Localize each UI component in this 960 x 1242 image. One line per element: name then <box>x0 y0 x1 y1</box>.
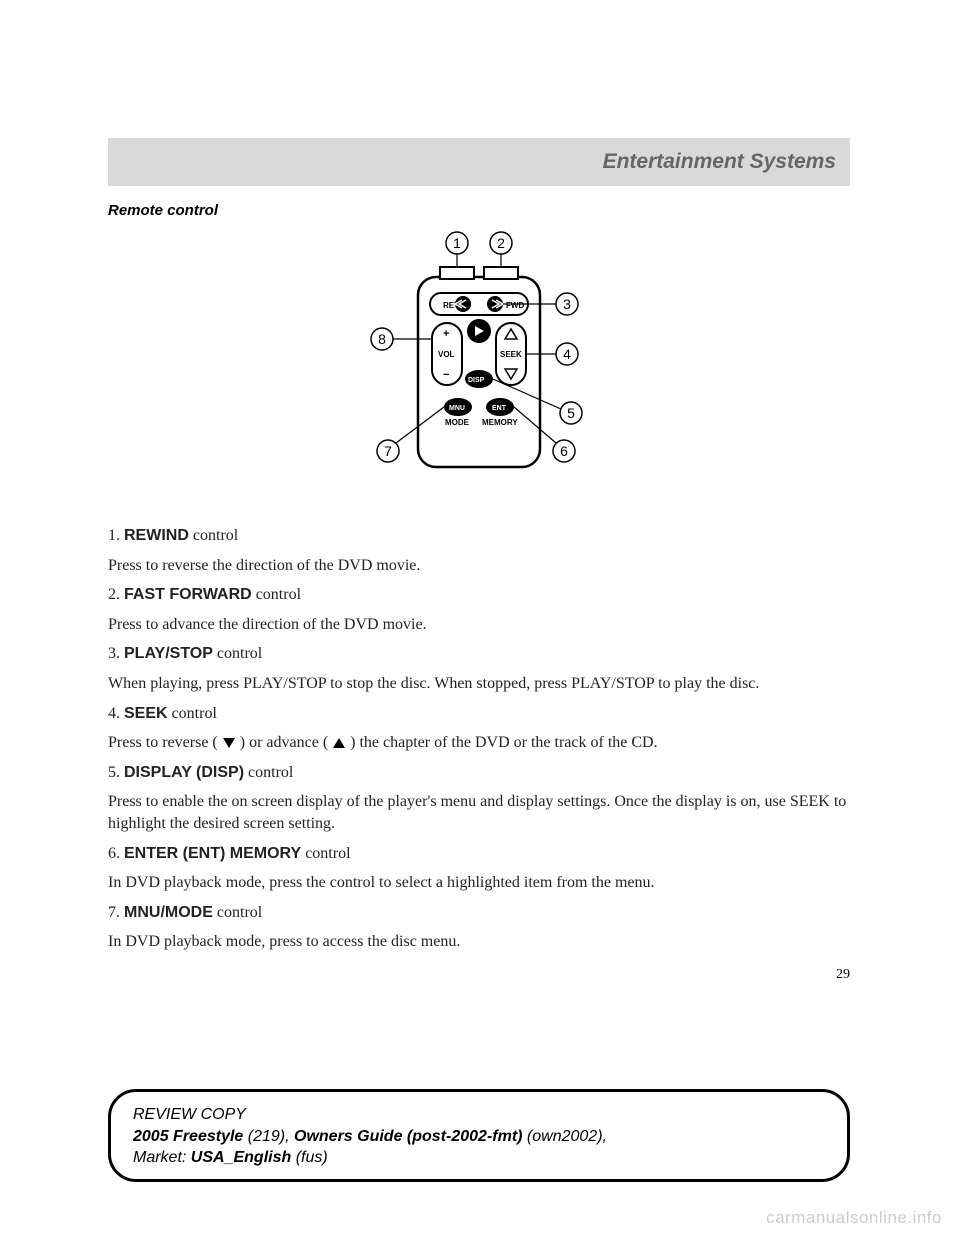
item-1-desc: Press to reverse the direction of the DV… <box>108 555 850 577</box>
callout-3: 3 <box>563 296 571 312</box>
item-4-head: 4. SEEK control <box>108 703 850 725</box>
body-text: 1. REWIND control Press to reverse the d… <box>108 525 850 953</box>
footer-line2: 2005 Freestyle (219), Owners Guide (post… <box>133 1126 825 1148</box>
item-3-head: 3. PLAY/STOP control <box>108 643 850 665</box>
remote-control-diagram: REV FWD + VOL − SEEK DISP MNU MODE ENT M… <box>344 231 614 501</box>
item-2-desc: Press to advance the direction of the DV… <box>108 614 850 636</box>
callout-4: 4 <box>563 346 571 362</box>
item-4-desc: Press to reverse ( ) or advance ( ) the … <box>108 732 850 754</box>
watermark: carmanualsonline.info <box>766 1208 942 1228</box>
item-7-head: 7. MNU/MODE control <box>108 902 850 924</box>
item-2-head: 2. FAST FORWARD control <box>108 584 850 606</box>
page-number: 29 <box>108 967 850 983</box>
item-7-desc: In DVD playback mode, press to access th… <box>108 931 850 953</box>
callout-5: 5 <box>567 405 575 421</box>
section-header: Entertainment Systems <box>108 138 850 186</box>
label-mode: MODE <box>445 418 470 427</box>
item-3-desc: When playing, press PLAY/STOP to stop th… <box>108 673 850 695</box>
callout-8: 8 <box>378 331 386 347</box>
item-5-head: 5. DISPLAY (DISP) control <box>108 762 850 784</box>
label-disp: DISP <box>468 377 485 384</box>
page-content: Entertainment Systems Remote control REV… <box>108 138 850 983</box>
footer-line1: REVIEW COPY <box>133 1104 825 1126</box>
callout-7: 7 <box>384 443 392 459</box>
label-ent: ENT <box>492 405 507 412</box>
item-1-head: 1. REWIND control <box>108 525 850 547</box>
label-vol: VOL <box>438 350 455 359</box>
section-title: Entertainment Systems <box>603 150 836 174</box>
label-minus: − <box>443 369 449 381</box>
label-fwd: FWD <box>506 301 524 310</box>
subheading-remote-control: Remote control <box>108 202 850 219</box>
triangle-down-icon <box>222 737 236 749</box>
item-5-desc: Press to enable the on screen display of… <box>108 791 850 834</box>
item-6-desc: In DVD playback mode, press the control … <box>108 872 850 894</box>
footer-line3: Market: USA_English (fus) <box>133 1147 825 1169</box>
footer-box: REVIEW COPY 2005 Freestyle (219), Owners… <box>108 1089 850 1182</box>
callout-6: 6 <box>560 443 568 459</box>
item-6-head: 6. ENTER (ENT) MEMORY control <box>108 843 850 865</box>
label-plus: + <box>443 328 449 340</box>
label-mnu: MNU <box>449 405 465 412</box>
label-seek: SEEK <box>500 350 522 359</box>
triangle-up-icon <box>332 737 346 749</box>
callout-1: 1 <box>453 235 461 251</box>
callout-2: 2 <box>497 235 505 251</box>
label-memory: MEMORY <box>482 418 518 427</box>
